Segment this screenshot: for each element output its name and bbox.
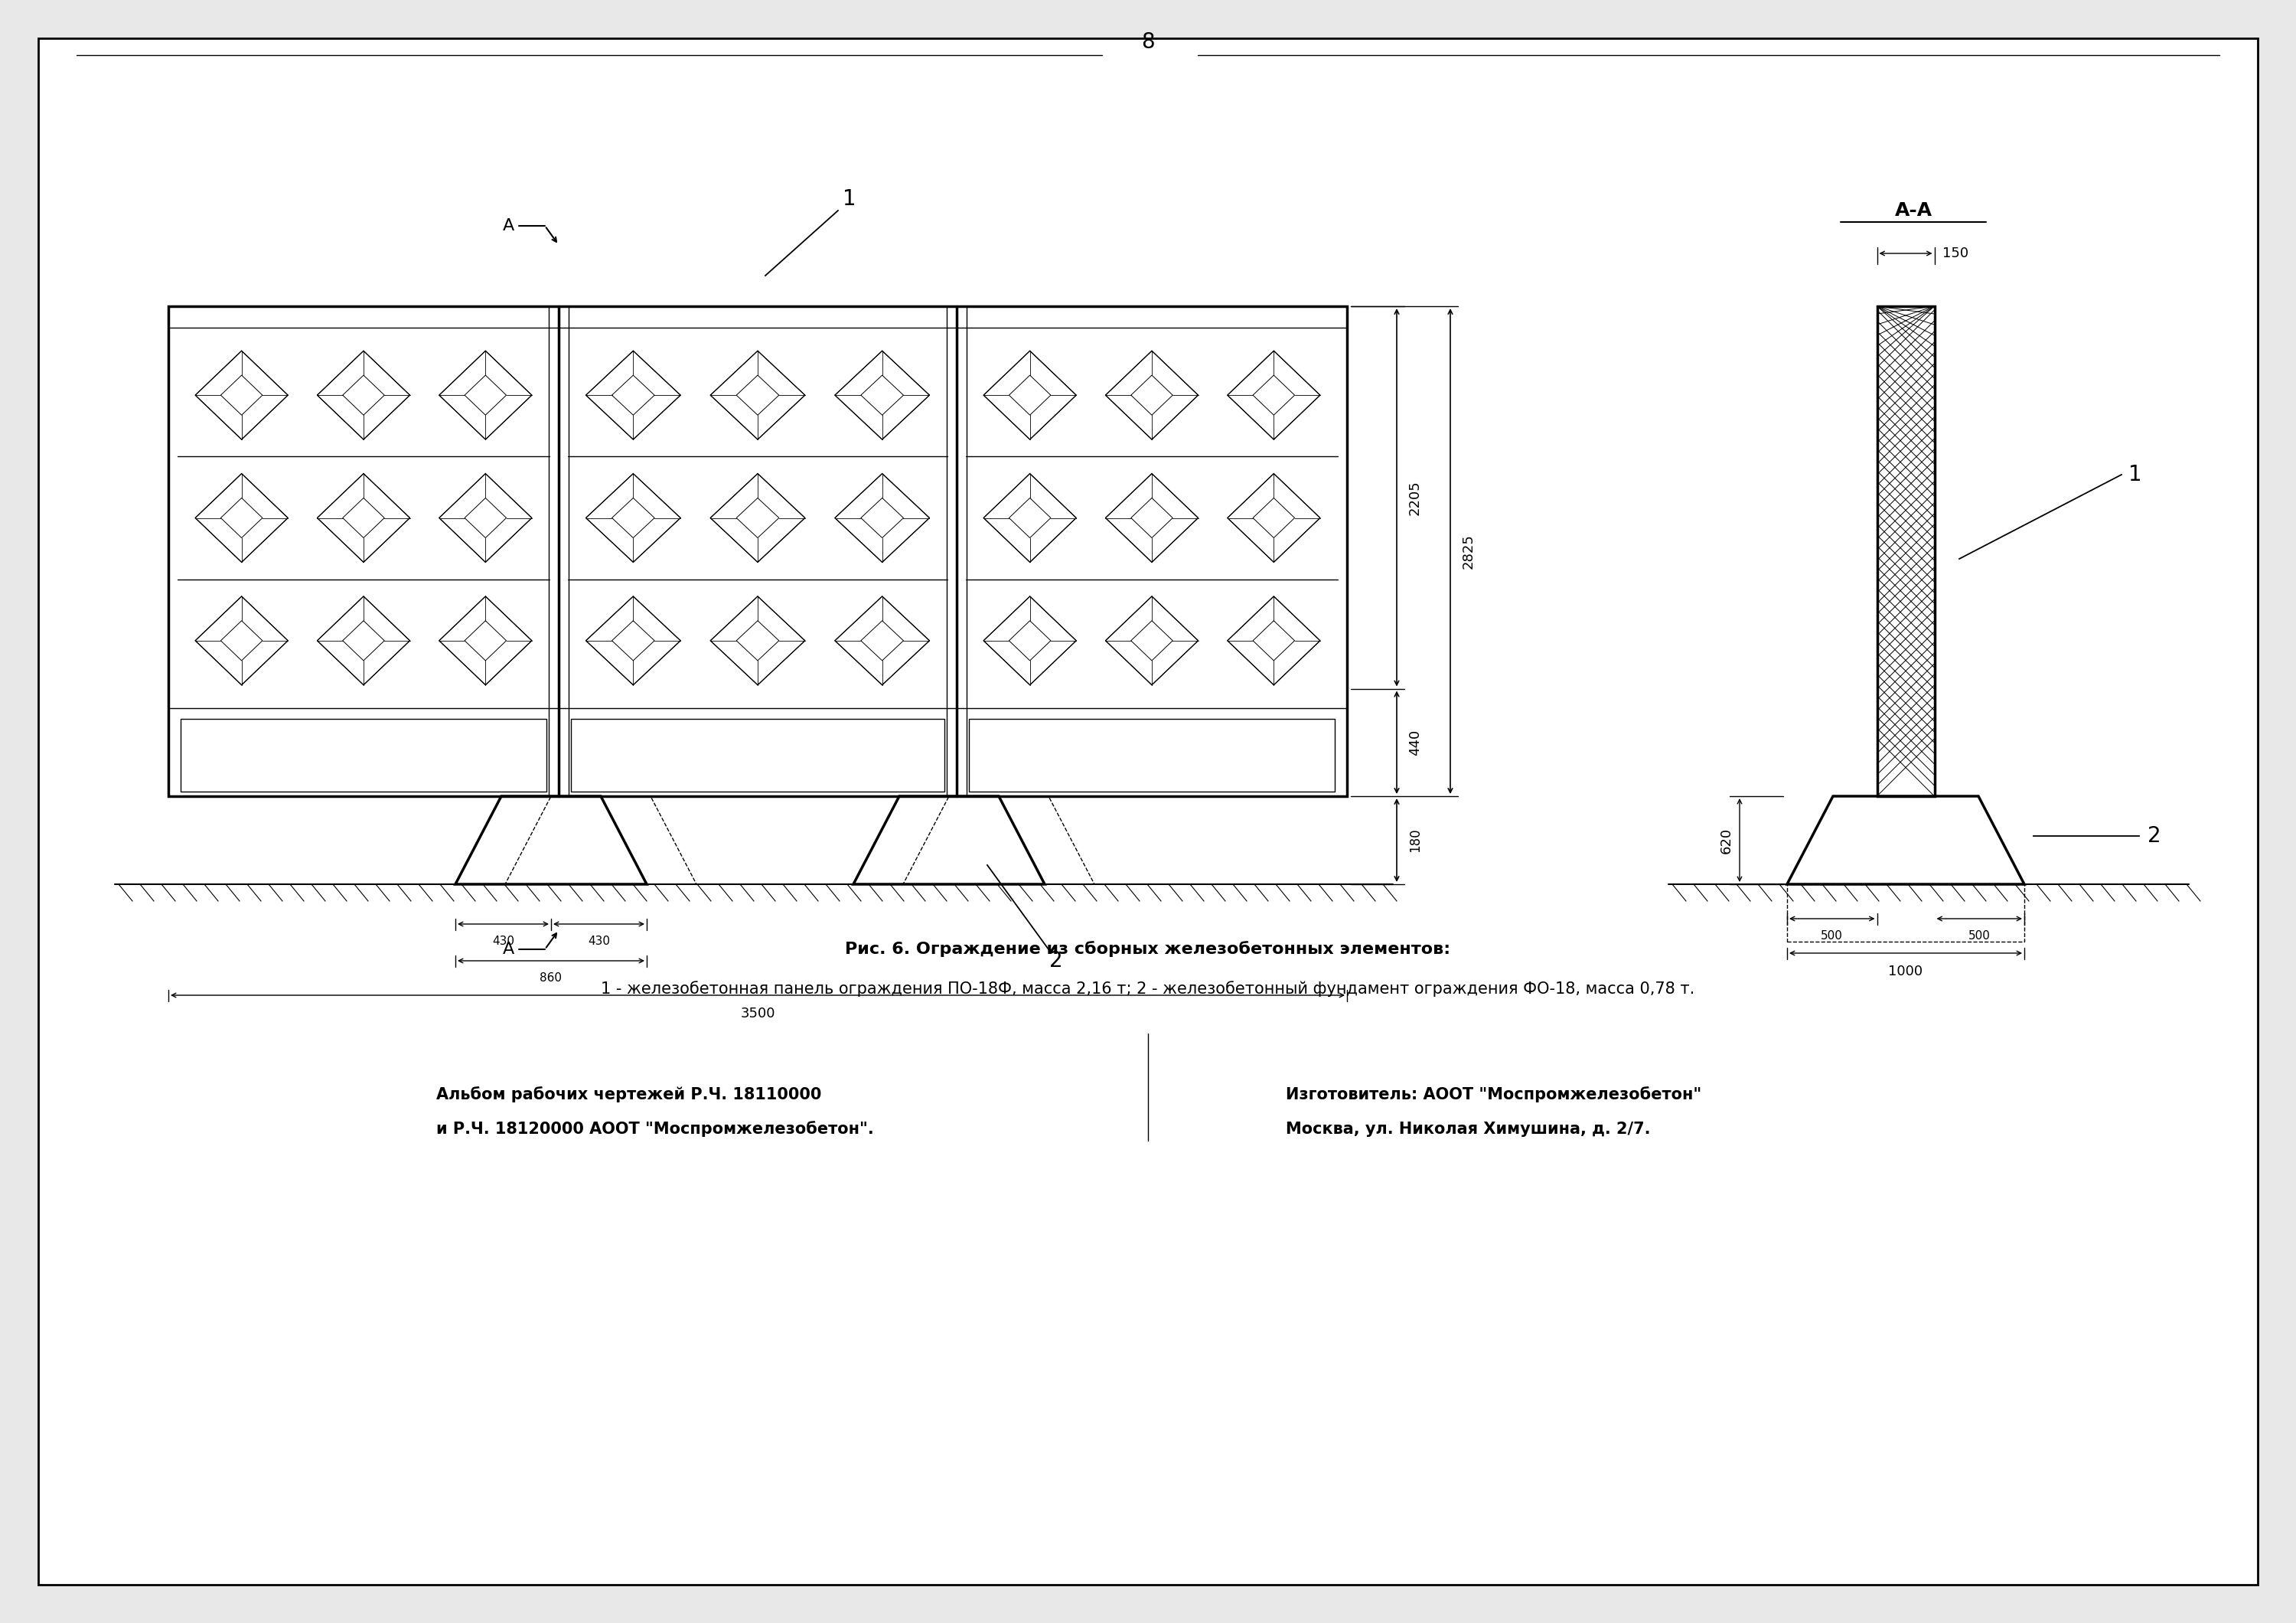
Text: Москва, ул. Николая Химушина, д. 2/7.: Москва, ул. Николая Химушина, д. 2/7. — [1286, 1121, 1651, 1136]
Text: 8: 8 — [1141, 31, 1155, 54]
Text: 3500: 3500 — [739, 1006, 776, 1021]
Text: 180: 180 — [1407, 828, 1421, 852]
Text: А: А — [503, 217, 514, 234]
Text: 1000: 1000 — [1887, 964, 1924, 979]
Text: 860: 860 — [540, 972, 563, 984]
Bar — [1878, 307, 1933, 797]
Bar — [1786, 885, 2025, 941]
Text: 500: 500 — [1821, 930, 1844, 941]
Text: 430: 430 — [491, 935, 514, 946]
Text: Изготовитель: АООТ "Моспромжелезобетон": Изготовитель: АООТ "Моспромжелезобетон" — [1286, 1087, 1701, 1102]
Text: 150: 150 — [1942, 247, 1968, 260]
Bar — [181, 719, 546, 792]
Text: 440: 440 — [1407, 729, 1421, 756]
Text: и Р.Ч. 18120000 АООТ "Моспромжелезобетон".: и Р.Ч. 18120000 АООТ "Моспромжелезобетон… — [436, 1121, 875, 1138]
Text: А-А: А-А — [1894, 201, 1933, 219]
Bar — [572, 719, 944, 792]
Text: А: А — [503, 941, 514, 958]
Text: 500: 500 — [1968, 930, 1991, 941]
Bar — [969, 719, 1334, 792]
Bar — [168, 307, 1348, 797]
Text: 1 - железобетонная панель ограждения ПО-18Ф, масса 2,16 т; 2 - железобетонный фу: 1 - железобетонная панель ограждения ПО-… — [602, 982, 1694, 997]
Text: 2205: 2205 — [1407, 480, 1421, 514]
Text: Рис. 6. Ограждение из сборных железобетонных элементов:: Рис. 6. Ограждение из сборных железобето… — [845, 941, 1451, 958]
Text: 1: 1 — [843, 188, 856, 209]
Text: 1: 1 — [2128, 464, 2142, 485]
Text: 2: 2 — [2147, 824, 2161, 847]
Text: Альбом рабочих чертежей Р.Ч. 18110000: Альбом рабочих чертежей Р.Ч. 18110000 — [436, 1087, 822, 1102]
Text: 620: 620 — [1720, 828, 1733, 854]
Text: 2: 2 — [1049, 949, 1063, 972]
Text: 430: 430 — [588, 935, 611, 946]
Text: 2825: 2825 — [1463, 534, 1476, 568]
